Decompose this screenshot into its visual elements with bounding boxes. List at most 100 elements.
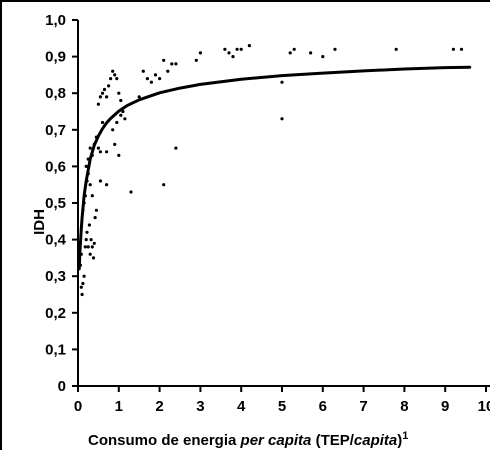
x-axis-title-part: ) xyxy=(397,432,402,449)
data-point xyxy=(309,51,313,55)
data-point xyxy=(247,44,251,48)
x-axis-title-part: Consumo de energia xyxy=(88,432,241,449)
data-point xyxy=(223,47,227,51)
data-point xyxy=(85,230,89,234)
data-point xyxy=(288,51,292,55)
x-axis-title-part: 1 xyxy=(402,430,408,442)
y-axis-title: IDH xyxy=(31,209,48,235)
data-point xyxy=(117,91,121,95)
data-point xyxy=(107,84,111,88)
data-point xyxy=(149,80,153,84)
data-point xyxy=(162,58,166,62)
data-point xyxy=(98,95,102,99)
y-tick-label: 0 xyxy=(58,378,66,395)
y-tick-label: 1,0 xyxy=(45,12,66,29)
x-axis-title: Consumo de energia per capita (TEP/capit… xyxy=(88,430,408,449)
data-point xyxy=(451,47,455,51)
x-tick-label: 2 xyxy=(155,398,163,415)
data-point xyxy=(292,47,296,51)
data-point xyxy=(113,73,117,77)
data-point xyxy=(119,113,123,117)
data-point xyxy=(117,153,121,157)
data-point xyxy=(91,256,96,260)
x-tick-label: 6 xyxy=(319,398,327,415)
data-point xyxy=(111,69,115,73)
x-tick-label: 9 xyxy=(441,398,449,415)
x-tick-label: 0 xyxy=(74,398,82,415)
x-tick-label: 5 xyxy=(278,398,286,415)
x-axis-title-part: capita xyxy=(354,432,397,449)
data-point xyxy=(102,87,107,92)
data-point xyxy=(105,150,109,154)
data-point xyxy=(94,208,98,212)
data-point xyxy=(113,142,117,146)
y-tick-label: 0,3 xyxy=(45,268,66,285)
data-point xyxy=(123,117,127,121)
x-tick-label: 1 xyxy=(115,398,123,415)
data-point xyxy=(166,69,170,73)
data-point xyxy=(141,69,145,73)
data-point xyxy=(121,109,125,114)
data-point xyxy=(129,190,133,194)
data-point xyxy=(88,146,92,150)
data-point xyxy=(83,245,87,249)
data-point xyxy=(280,80,284,84)
data-point xyxy=(111,128,115,132)
data-point xyxy=(174,62,178,66)
data-point xyxy=(280,117,284,121)
x-axis-ticks: 0 1 2 3 4 5 6 7 8 9 10 xyxy=(74,386,490,415)
x-tick-label: 8 xyxy=(400,398,408,415)
data-point xyxy=(86,245,90,249)
data-point xyxy=(105,183,109,187)
data-point xyxy=(194,58,198,62)
x-tick-label: 3 xyxy=(196,398,204,415)
data-point xyxy=(145,77,149,81)
y-tick-label: 0,6 xyxy=(45,158,66,175)
data-point xyxy=(227,51,231,55)
data-point xyxy=(394,47,398,51)
y-tick-label: 0,4 xyxy=(45,232,67,249)
y-axis-ticks: 0 0,1 0,2 0,3 0,4 0,5 0,6 0,7 0,8 0,9 1,0 xyxy=(45,12,78,395)
y-tick-label: 0,9 xyxy=(45,49,66,66)
data-point xyxy=(119,98,123,103)
y-tick-label: 0,2 xyxy=(45,305,66,322)
x-tick-label: 10 xyxy=(478,398,490,415)
data-point xyxy=(90,245,94,249)
scatter-points xyxy=(78,44,464,297)
data-point xyxy=(115,77,119,81)
data-point xyxy=(137,95,141,99)
data-point xyxy=(174,146,178,150)
data-point xyxy=(333,47,337,51)
y-tick-label: 0,7 xyxy=(45,122,66,139)
data-point xyxy=(109,77,113,81)
data-point xyxy=(170,62,174,66)
data-point xyxy=(82,274,86,278)
data-point xyxy=(88,183,92,187)
data-point xyxy=(459,47,464,51)
data-point xyxy=(93,216,97,220)
data-point xyxy=(321,55,325,59)
data-point xyxy=(80,292,84,297)
data-point xyxy=(100,120,105,125)
data-point xyxy=(92,241,96,245)
y-tick-label: 0,5 xyxy=(45,195,66,212)
data-point xyxy=(89,238,93,242)
data-point xyxy=(231,55,235,59)
x-axis-title-part: per capita xyxy=(240,432,312,449)
data-point xyxy=(88,252,92,256)
x-axis-title-part: (TEP/ xyxy=(311,432,354,449)
y-tick-label: 0,1 xyxy=(45,341,66,358)
data-point xyxy=(90,194,94,198)
data-point xyxy=(84,164,88,168)
data-point xyxy=(96,102,100,106)
fit-curve xyxy=(77,65,472,271)
data-point xyxy=(162,183,166,187)
data-point xyxy=(81,281,85,286)
y-tick-label: 0,8 xyxy=(45,85,66,102)
data-point xyxy=(98,179,102,183)
data-point xyxy=(84,238,88,242)
data-point xyxy=(115,120,119,125)
data-point xyxy=(96,146,100,150)
